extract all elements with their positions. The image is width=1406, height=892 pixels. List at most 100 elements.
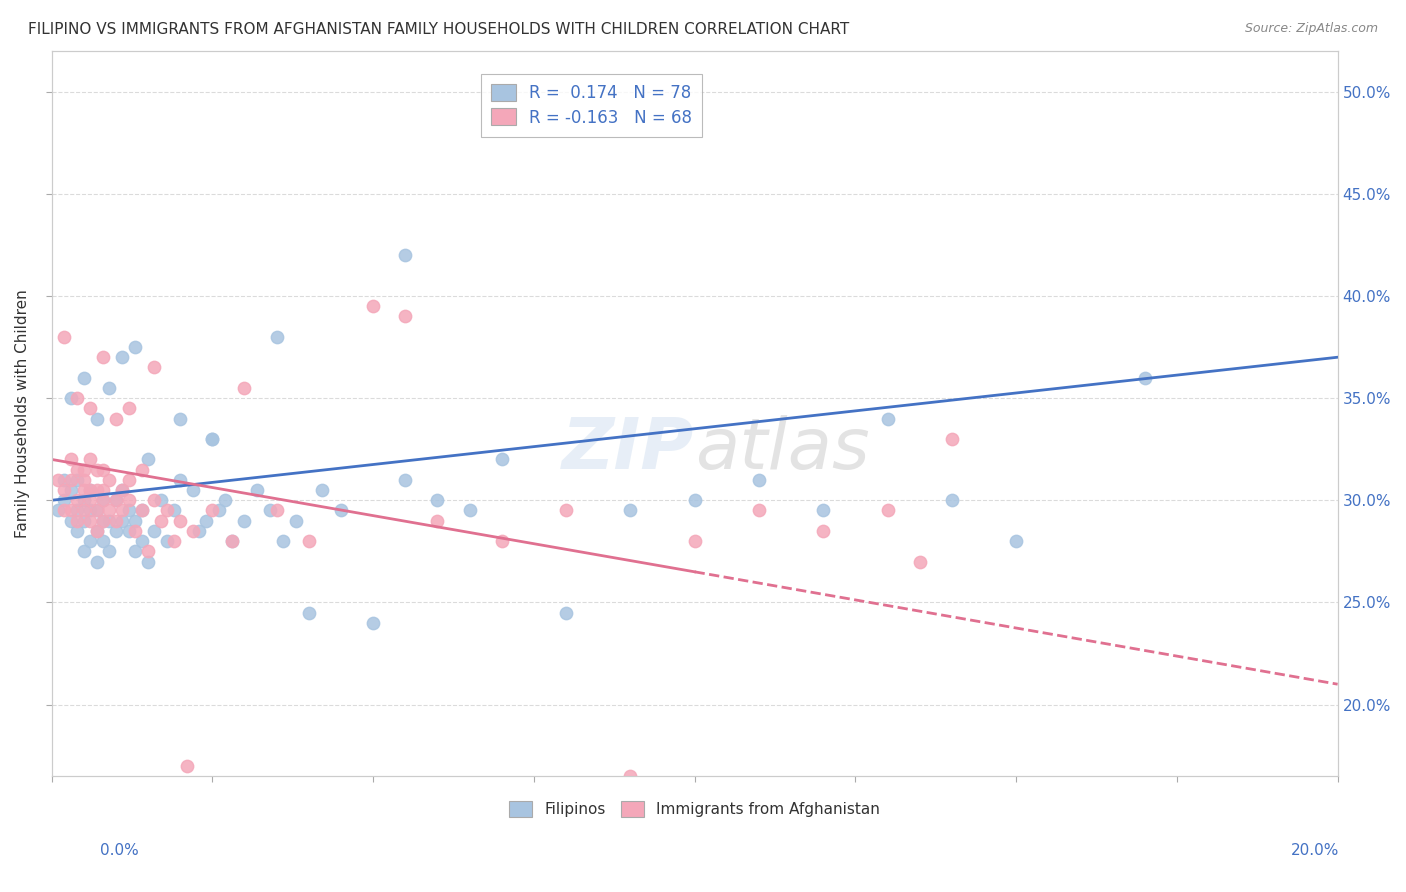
Point [163, 534, 186, 549]
Point [86, 503, 108, 517]
Point [91, 534, 114, 549]
Point [458, 503, 481, 517]
Text: Source: ZipAtlas.com: Source: ZipAtlas.com [1244, 22, 1378, 36]
Point [91, 483, 114, 497]
Point [271, 534, 294, 549]
Point [201, 503, 224, 517]
Point [124, 544, 146, 558]
Point [181, 524, 204, 538]
Point [683, 493, 706, 508]
Point [201, 432, 224, 446]
Point [98, 381, 121, 395]
Point [86, 483, 108, 497]
Point [104, 524, 127, 538]
Point [394, 310, 416, 324]
Point [156, 503, 179, 517]
Point [46, 503, 69, 517]
Point [73, 503, 96, 517]
Point [683, 534, 706, 549]
Text: 20.0%: 20.0% [1291, 843, 1339, 858]
Legend: Filipinos, Immigrants from Afghanistan: Filipinos, Immigrants from Afghanistan [501, 792, 889, 827]
Point [298, 534, 321, 549]
Point [169, 514, 191, 528]
Point [149, 514, 172, 528]
Point [941, 432, 963, 446]
Point [59, 503, 82, 517]
Point [59, 514, 82, 528]
Point [188, 524, 211, 538]
Point [131, 503, 153, 517]
Point [131, 534, 153, 549]
Point [329, 503, 352, 517]
Point [79, 534, 101, 549]
Point [118, 524, 141, 538]
Point [59, 391, 82, 405]
Point [104, 411, 127, 425]
Text: ZIP: ZIP [562, 415, 695, 484]
Point [149, 493, 172, 508]
Point [491, 534, 513, 549]
Point [53, 330, 76, 344]
Point [118, 493, 141, 508]
Point [194, 514, 217, 528]
Point [111, 514, 134, 528]
Point [73, 514, 96, 528]
Y-axis label: Family Households with Children: Family Households with Children [15, 289, 30, 538]
Point [426, 493, 449, 508]
Point [73, 544, 96, 558]
Point [79, 493, 101, 508]
Point [98, 503, 121, 517]
Point [811, 524, 834, 538]
Point [124, 340, 146, 354]
Point [246, 483, 269, 497]
Text: 0.0%: 0.0% [100, 843, 139, 858]
Point [98, 544, 121, 558]
Point [73, 493, 96, 508]
Point [136, 555, 159, 569]
Point [104, 514, 127, 528]
Point [104, 493, 127, 508]
Point [79, 514, 101, 528]
Point [124, 514, 146, 528]
Point [66, 462, 89, 476]
Point [1133, 370, 1156, 384]
Point [46, 473, 69, 487]
Point [201, 432, 224, 446]
Point [86, 503, 108, 517]
Point [555, 606, 578, 620]
Point [266, 503, 288, 517]
Point [73, 462, 96, 476]
Point [79, 483, 101, 497]
Point [98, 514, 121, 528]
Point [298, 606, 321, 620]
Point [59, 473, 82, 487]
Point [619, 769, 641, 783]
Point [91, 514, 114, 528]
Point [908, 555, 931, 569]
Point [394, 473, 416, 487]
Point [118, 473, 141, 487]
Point [118, 401, 141, 416]
Point [311, 483, 333, 497]
Point [131, 462, 153, 476]
Point [66, 514, 89, 528]
Point [426, 514, 449, 528]
Point [59, 452, 82, 467]
Point [136, 452, 159, 467]
Point [118, 503, 141, 517]
Point [176, 759, 198, 773]
Point [91, 462, 114, 476]
Point [491, 452, 513, 467]
Point [941, 493, 963, 508]
Point [124, 524, 146, 538]
Point [221, 534, 243, 549]
Point [111, 503, 134, 517]
Point [79, 452, 101, 467]
Point [111, 483, 134, 497]
Point [104, 493, 127, 508]
Text: atlas: atlas [695, 415, 869, 484]
Point [876, 503, 898, 517]
Point [163, 503, 186, 517]
Point [86, 555, 108, 569]
Point [131, 503, 153, 517]
